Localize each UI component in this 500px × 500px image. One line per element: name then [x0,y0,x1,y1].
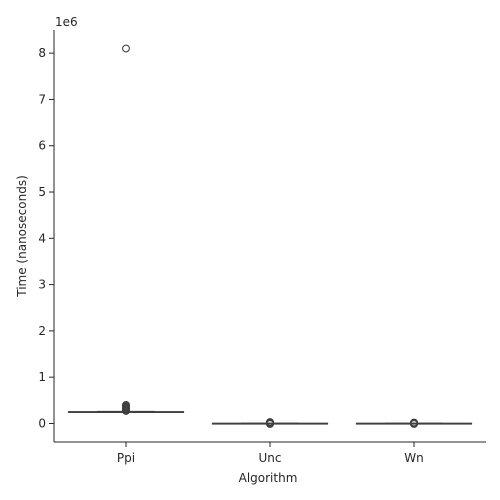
y-tick-label: 4 [38,231,46,245]
x-tick-label: Ppi [117,451,135,465]
plot-area [67,44,473,428]
y-tick-label: 3 [38,278,46,292]
box-group-wn [355,418,473,428]
y-tick-label: 2 [38,324,46,338]
y-axis-label: Time (nanoseconds) [15,175,29,298]
x-tick-label: Wn [404,451,423,465]
y-axis-ticks: 0 1 2 3 4 5 6 7 8 [38,46,54,430]
outlier-point [410,419,418,428]
y-tick-label: 7 [38,92,46,106]
y-tick-label: 6 [38,139,46,153]
y-tick-label: 1 [38,370,46,384]
x-axis-ticks: Ppi Unc Wn [117,442,424,465]
box-group-ppi [67,44,185,415]
box-group-unc [211,418,329,428]
y-tick-label: 8 [38,46,46,60]
y-tick-label: 5 [38,185,46,199]
outlier-point [122,407,130,415]
outlier-point [266,419,274,428]
y-tick-label: 0 [38,416,46,430]
x-axis-label: Algorithm [239,471,298,485]
y-multiplier-label: 1e6 [55,15,78,29]
outlier-point [122,44,130,53]
x-tick-label: Unc [259,451,282,465]
